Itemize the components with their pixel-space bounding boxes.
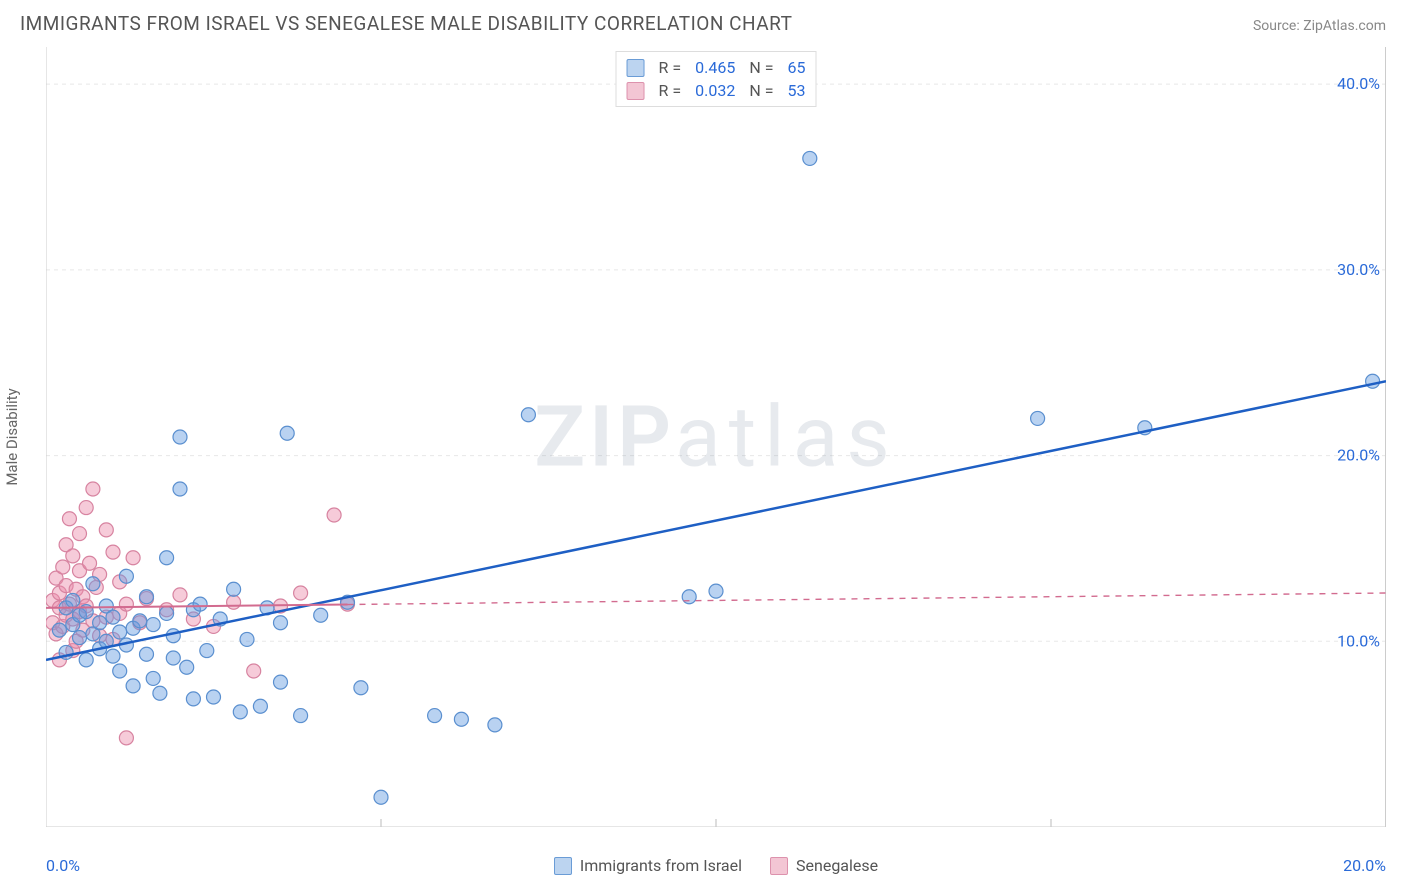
legend-swatch-senegalese <box>770 857 788 875</box>
source-name: ZipAtlas.com <box>1303 18 1386 34</box>
y-axis-label: Male Disability <box>3 388 21 485</box>
series-legend: Immigrants from Israel Senegalese <box>46 856 1386 875</box>
legend-item-israel: Immigrants from Israel <box>554 856 742 875</box>
r-value-0: 0.465 <box>695 58 735 77</box>
r-label: R = <box>659 58 682 77</box>
chart-area: Male Disability 10.0%20.0%30.0%40.0% ZIP… <box>46 47 1386 827</box>
swatch-israel <box>627 59 645 77</box>
legend-item-senegalese: Senegalese <box>770 856 878 875</box>
scatter-plot: 10.0% 20.0% 30.0% 40.0% <box>46 47 1386 827</box>
r-value-1: 0.032 <box>695 81 735 100</box>
svg-text:10.0%: 10.0% <box>1337 631 1380 650</box>
legend-swatch-israel <box>554 857 572 875</box>
stats-legend-row-1: R = 0.032 N = 53 <box>627 79 806 102</box>
stats-legend: R = 0.465 N = 65 R = 0.032 N = 53 <box>616 51 817 107</box>
r-label: R = <box>659 81 682 100</box>
n-label: N = <box>749 81 773 100</box>
source-attribution: Source: ZipAtlas.com <box>1253 18 1386 34</box>
chart-title: IMMIGRANTS FROM ISRAEL VS SENEGALESE MAL… <box>20 12 792 35</box>
n-label: N = <box>749 58 773 77</box>
swatch-senegalese <box>627 82 645 100</box>
stats-legend-row-0: R = 0.465 N = 65 <box>627 56 806 79</box>
chart-header: IMMIGRANTS FROM ISRAEL VS SENEGALESE MAL… <box>0 0 1406 41</box>
legend-label-senegalese: Senegalese <box>796 856 878 875</box>
svg-text:20.0%: 20.0% <box>1337 446 1380 465</box>
svg-text:30.0%: 30.0% <box>1337 260 1380 279</box>
n-value-0: 65 <box>787 58 805 77</box>
legend-label-israel: Immigrants from Israel <box>580 856 742 875</box>
n-value-1: 53 <box>787 81 805 100</box>
source-label: Source: <box>1253 18 1303 34</box>
svg-text:40.0%: 40.0% <box>1337 74 1380 93</box>
